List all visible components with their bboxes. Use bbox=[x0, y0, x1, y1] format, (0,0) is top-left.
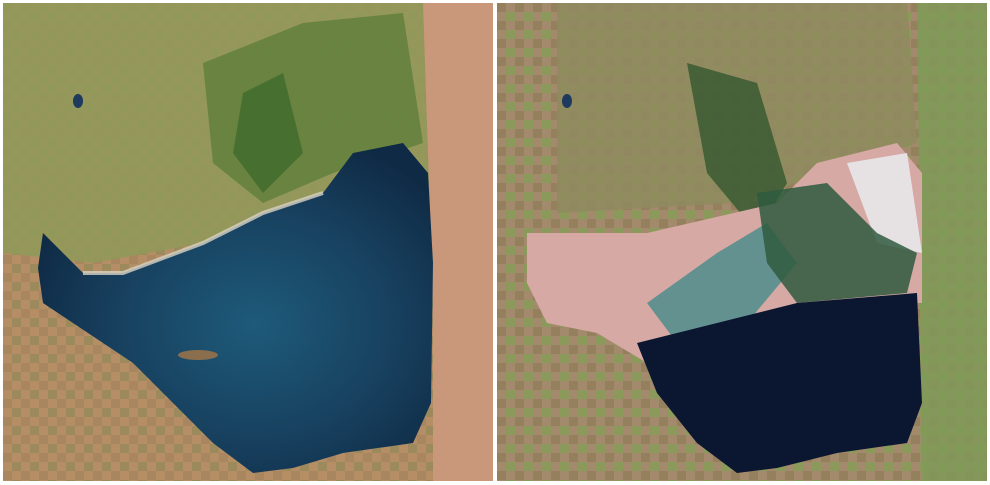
shoreline bbox=[83, 191, 324, 275]
teal-shallows bbox=[647, 223, 797, 343]
lake bbox=[38, 143, 433, 473]
east-coast-dunes bbox=[423, 3, 493, 481]
small-lake bbox=[73, 94, 83, 108]
lake bbox=[637, 293, 922, 473]
wetland-dark bbox=[233, 73, 303, 193]
satellite-image-after bbox=[497, 3, 987, 481]
salt-white bbox=[847, 153, 922, 253]
wetland-green bbox=[757, 183, 917, 303]
lake-map-before bbox=[3, 3, 493, 481]
small-lake bbox=[562, 94, 572, 108]
lake-map-after bbox=[497, 3, 987, 481]
island bbox=[178, 350, 218, 360]
satellite-image-before bbox=[3, 3, 493, 481]
wetland-dark bbox=[687, 63, 787, 233]
east-fields bbox=[917, 3, 987, 481]
